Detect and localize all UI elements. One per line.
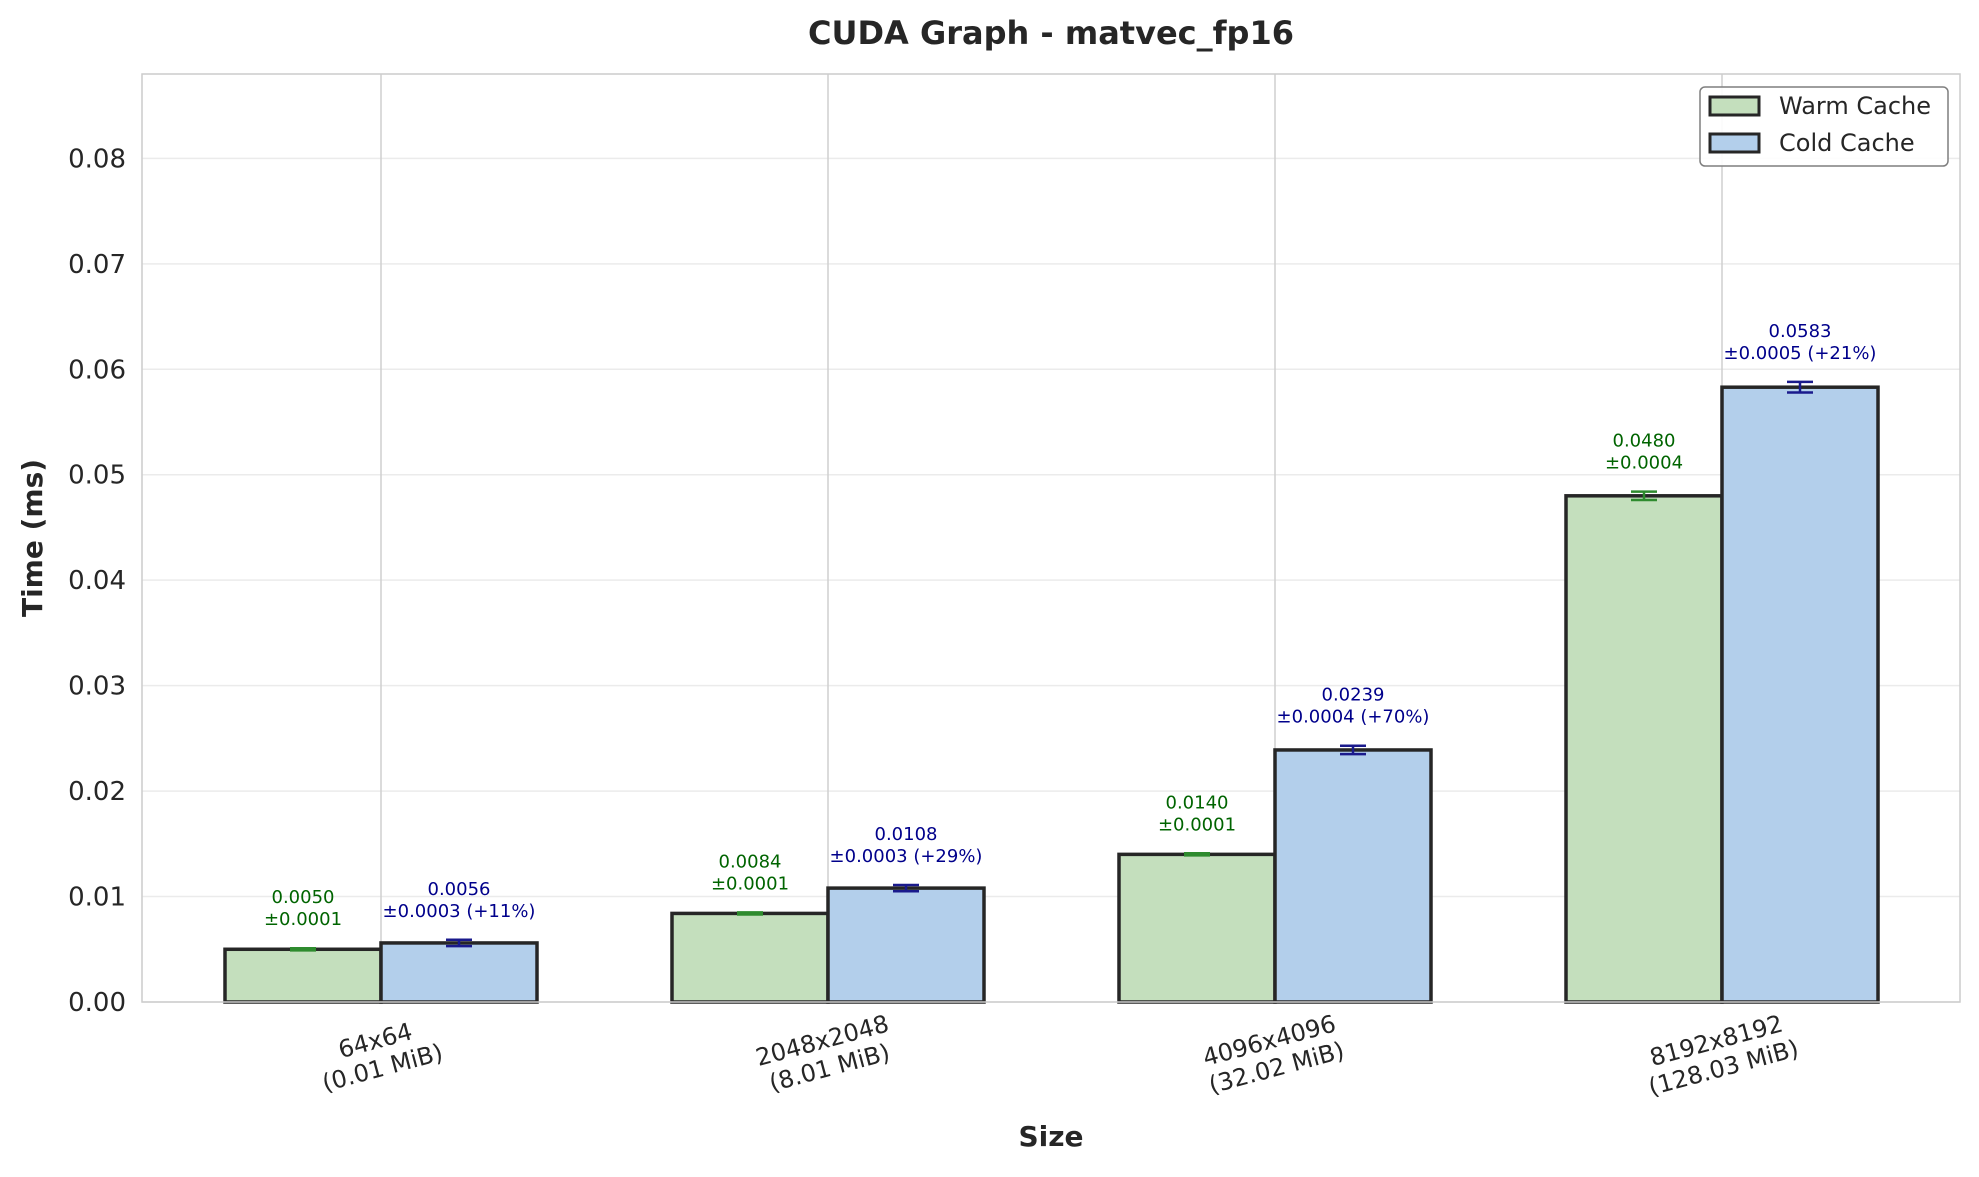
data-label-error: ±0.0001 (264, 909, 342, 930)
data-label-value: 0.0140 (1166, 792, 1229, 813)
legend-label: Cold Cache (1779, 129, 1915, 157)
legend-swatch (1708, 132, 1761, 154)
error-bar (290, 946, 316, 952)
bar (670, 911, 830, 1004)
x-ticks: 64x64(0.01 MiB) 2048x2048(8.01 MiB) 4096x4… (319, 1010, 1801, 1102)
x-axis-label: Size (1018, 1120, 1083, 1153)
data-label-value: 0.0050 (272, 887, 335, 908)
data-label-error: ±0.0001 (711, 873, 789, 894)
data-label-error: ±0.0004 (1605, 453, 1683, 474)
y-tick-label: 0.06 (68, 355, 126, 385)
legend-box (1699, 86, 1949, 167)
chart-title: CUDA Graph - matvec_fp16 (808, 14, 1294, 52)
data-label-value: 0.0239 (1322, 685, 1385, 706)
error-bar (1631, 490, 1657, 502)
legend: Warm Cache Cold Cache (1699, 86, 1949, 167)
data-label-value: 0.0583 (1769, 321, 1832, 342)
data-label-value: 0.0108 (875, 824, 938, 845)
y-tick-label: 0.03 (68, 672, 126, 702)
y-tick-label: 0.01 (68, 883, 126, 913)
x-tick-label: 2048x2048(8.01 MiB) (753, 1010, 893, 1098)
y-ticks: 0.00 0.01 0.02 0.03 0.04 0.05 0.06 0.07 0.08 (68, 144, 126, 1018)
bar (1564, 494, 1724, 1004)
data-labels: 0.0050±0.00010.0084±0.00010.0140±0.00010… (264, 321, 1877, 930)
bar (379, 941, 539, 1004)
x-tick-label: 64x64(0.01 MiB) (319, 1017, 446, 1097)
y-tick-label: 0.04 (68, 566, 126, 596)
bar (1273, 748, 1433, 1004)
error-bar (893, 883, 919, 893)
y-tick-label: 0.07 (68, 250, 126, 280)
error-bar (1184, 852, 1210, 857)
x-tick-label: 4096x4096(32.02 MiB) (1200, 1010, 1347, 1100)
data-label-value: 0.0056 (428, 879, 491, 900)
data-label-error: ±0.0004 (+70%) (1277, 707, 1430, 728)
data-label-error: ±0.0001 (1158, 814, 1236, 835)
y-tick-label: 0.02 (68, 777, 126, 807)
plot-frame (141, 73, 1961, 1003)
y-tick-label: 0.05 (68, 461, 126, 491)
error-bars (290, 380, 1813, 952)
error-bar (1787, 380, 1813, 394)
bar (826, 886, 986, 1004)
error-bar (737, 911, 763, 916)
data-label-error: ±0.0003 (+11%) (383, 901, 536, 922)
data-label-error: ±0.0003 (+29%) (830, 846, 983, 867)
data-label-error: ±0.0005 (+21%) (1724, 343, 1877, 364)
bar (1720, 385, 1880, 1004)
error-bar (1340, 744, 1366, 756)
data-label-value: 0.0480 (1613, 431, 1676, 452)
data-label-value: 0.0084 (719, 851, 782, 872)
bar (223, 947, 383, 1004)
y-tick-label: 0.08 (68, 144, 126, 174)
x-tick-label: 8192x8192(128.03 MiB) (1645, 1010, 1801, 1102)
y-tick-label: 0.00 (68, 988, 126, 1018)
bars (223, 385, 1880, 1004)
bar (1117, 852, 1277, 1004)
y-axis-label: Time (ms) (16, 459, 49, 617)
legend-swatch (1708, 95, 1761, 117)
legend-label: Warm Cache (1779, 92, 1931, 120)
error-bar (446, 938, 472, 948)
grid (142, 74, 1960, 1003)
